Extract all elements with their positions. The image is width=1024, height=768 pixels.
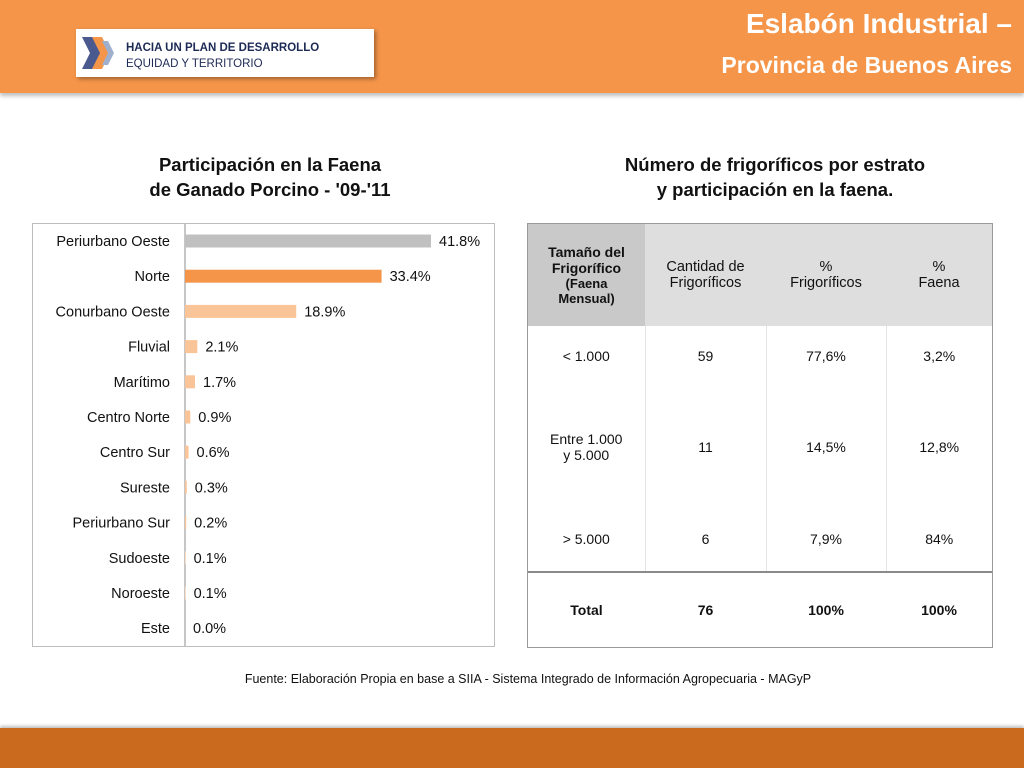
category-label: Marítimo	[114, 375, 170, 391]
cell-size-line1: > 5.000	[562, 531, 610, 548]
source-note: Fuente: Elaboración Propia en base a SII…	[244, 672, 812, 686]
strata-table: Tamaño del Frigorífico (Faena Mensual) C…	[528, 224, 992, 647]
chart-title-line2: de Ganado Porcino - '09-'11	[149, 179, 391, 200]
category-label: Este	[141, 621, 170, 637]
cell-count: 59	[644, 326, 766, 387]
header-pct-slaughter-line2: Faena	[918, 275, 960, 291]
cell-pct-plants: 77,6%	[765, 326, 886, 387]
table-title: Número de frigoríficos por estrato y par…	[560, 152, 990, 202]
bar	[185, 304, 297, 318]
bar-chart: Periurbano Oeste 41.8% Norte 33.4% Conurbano…	[32, 223, 495, 647]
cell-size-line2: y 5.000	[563, 447, 610, 464]
cell-size: > 5.000	[528, 508, 645, 572]
bar	[185, 445, 189, 459]
bar	[185, 375, 196, 389]
value-label: 0.9%	[198, 410, 231, 426]
header-count-line1: Cantidad de	[666, 259, 745, 275]
category-label: Periurbano Oeste	[56, 234, 170, 250]
category-label: Fluvial	[128, 340, 170, 356]
cell-pct-plants: 14,5%	[765, 386, 886, 508]
bar-chart-svg: Periurbano Oeste 41.8% Norte 33.4% Conurbano…	[56, 224, 480, 646]
table-title-line2: y participación en la faena.	[656, 179, 894, 200]
bar	[185, 410, 191, 424]
value-label: 0.3%	[195, 480, 228, 496]
value-label: 0.1%	[194, 586, 227, 602]
category-label: Centro Norte	[87, 410, 170, 426]
total-pct-slaughter: 100%	[886, 571, 992, 647]
cell-size: Entre 1.000 y 5.000	[528, 387, 645, 508]
bar	[185, 340, 198, 354]
total-pct-plants: 100%	[766, 571, 886, 647]
header-pct-plants: % Frigoríficos	[766, 224, 886, 326]
value-label: 2.1%	[205, 340, 238, 356]
header-size-line4: Mensual)	[558, 291, 615, 306]
value-label: 33.4%	[390, 269, 431, 285]
total-label: Total	[528, 571, 645, 647]
table-total-row: Total 76 100% 100%	[528, 571, 992, 647]
header-size-line2: Frigorífico	[551, 260, 622, 276]
chart-title: Participación en la Faena de Ganado Porc…	[100, 152, 440, 202]
bar	[185, 480, 187, 494]
category-label: Sudoeste	[109, 551, 170, 567]
table-row: Entre 1.000 y 5.000 11 14,5% 12,8%	[528, 386, 992, 508]
header-pct-slaughter: % Faena	[886, 224, 992, 326]
slide-subtitle: Provincia de Buenos Aires	[721, 52, 1012, 78]
category-label: Periurbano Sur	[72, 516, 170, 532]
header-pct-slaughter-line1: %	[932, 259, 946, 275]
logo-plan-desarrollo: HACIA UN PLAN DE DESARROLLO EQUIDAD Y TE…	[76, 29, 374, 77]
bar	[185, 586, 186, 600]
table-header-row: Tamaño del Frigorífico (Faena Mensual) C…	[528, 224, 992, 326]
logo-chevron-icon	[82, 37, 114, 69]
slide-title: Eslabón Industrial –	[745, 8, 1012, 39]
table-row: > 5.000 6 7,9% 84%	[528, 507, 992, 572]
value-label: 18.9%	[304, 304, 345, 320]
header-bar: HACIA UN PLAN DE DESARROLLO EQUIDAD Y TE…	[0, 0, 1024, 93]
header-size-line3: (Faena	[565, 276, 608, 291]
bar	[185, 234, 431, 248]
cell-count: 11	[644, 386, 766, 508]
cell-pct-slaughter: 84%	[885, 507, 992, 572]
header-pct-plants-line1: %	[819, 259, 833, 275]
header-size: Tamaño del Frigorífico (Faena Mensual)	[528, 224, 645, 326]
category-label: Centro Sur	[100, 445, 170, 461]
cell-size-line1: < 1.000	[562, 348, 610, 365]
footer-bar	[0, 728, 1024, 768]
table-row: < 1.000 59 77,6% 3,2%	[528, 326, 992, 387]
value-label: 41.8%	[439, 234, 480, 250]
header-count: Cantidad de Frigoríficos	[645, 224, 766, 326]
value-label: 0.6%	[197, 445, 230, 461]
cell-size: < 1.000	[528, 326, 645, 387]
bar	[185, 551, 186, 565]
category-label: Noroeste	[111, 586, 170, 602]
cell-count: 6	[644, 507, 766, 572]
cell-size-line1: Entre 1.000	[550, 431, 623, 448]
value-label: 1.7%	[203, 375, 236, 391]
header-size-line1: Tamaño del	[548, 244, 625, 260]
cell-pct-slaughter: 3,2%	[885, 326, 992, 387]
cell-pct-plants: 7,9%	[765, 507, 886, 572]
total-count: 76	[645, 571, 766, 647]
value-label: 0.2%	[194, 516, 227, 532]
bar	[185, 516, 187, 530]
table-title-line1: Número de frigoríficos por estrato	[624, 154, 926, 175]
category-label: Sureste	[120, 480, 170, 496]
cell-pct-slaughter: 12,8%	[885, 386, 992, 508]
category-label: Conurbano Oeste	[56, 304, 170, 320]
logo-line1: HACIA UN PLAN DE DESARROLLO	[126, 42, 320, 54]
chart-title-line1: Participación en la Faena	[158, 154, 382, 175]
category-label: Norte	[135, 269, 170, 285]
bar	[185, 269, 382, 283]
header-pct-plants-line2: Frigoríficos	[790, 275, 862, 291]
logo-line2: EQUIDAD Y TERRITORIO	[126, 58, 263, 70]
value-label: 0.1%	[194, 551, 227, 567]
strata-table-wrapper: Tamaño del Frigorífico (Faena Mensual) C…	[527, 223, 993, 648]
value-label: 0.0%	[193, 621, 226, 637]
header-count-line2: Frigoríficos	[669, 275, 742, 291]
